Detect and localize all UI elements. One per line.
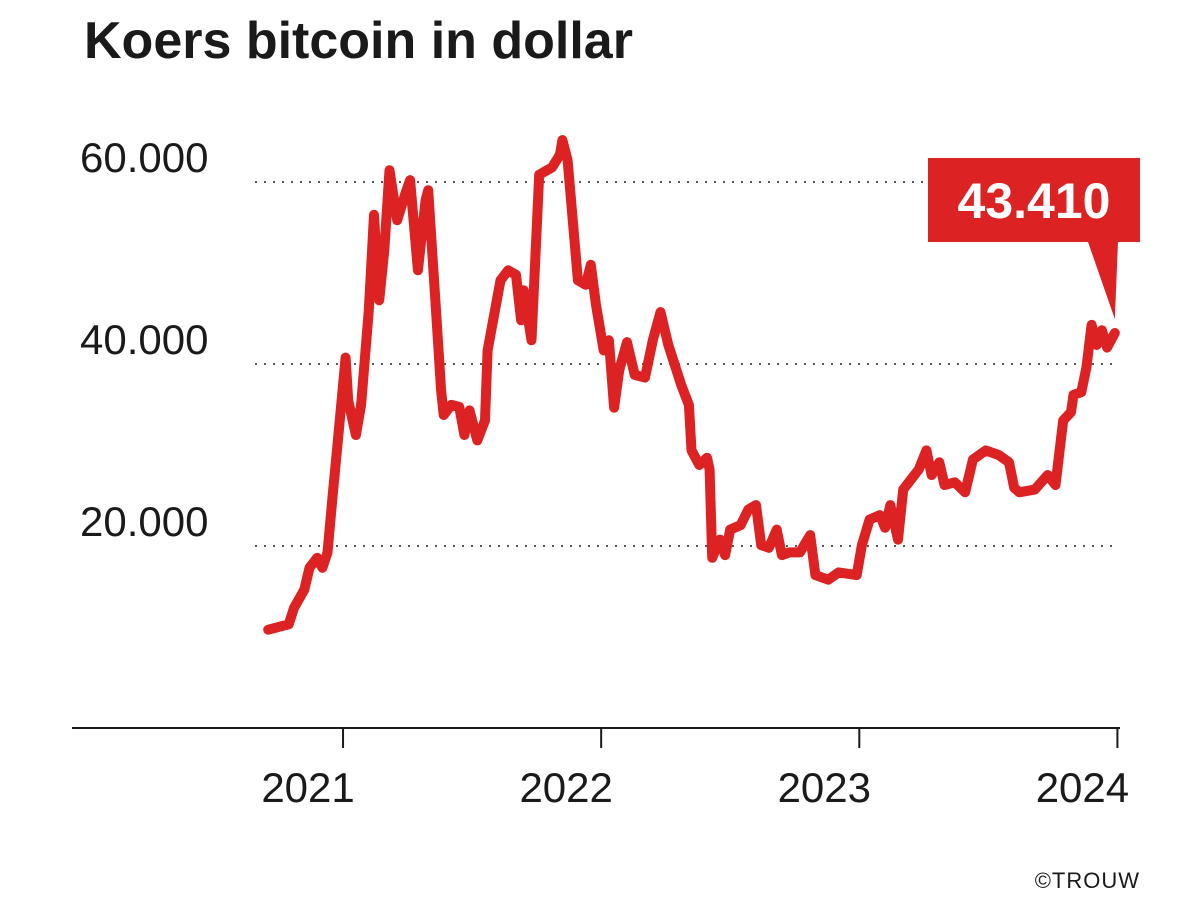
x-tick-label: 2022 [519,764,612,811]
callout-box [928,158,1140,319]
price-line [263,135,1120,635]
callout-label: 43.410 [958,173,1111,229]
credit: ©TROUW [1035,868,1140,893]
chart-title: Koers bitcoin in dollar [84,12,633,70]
x-tick-label: 2021 [261,764,354,811]
x-tick-label: 2023 [778,764,871,811]
x-tick-label: 2024 [1036,764,1129,811]
y-tick-label: 60.000 [80,134,208,181]
y-tick-label: 20.000 [80,498,208,545]
y-tick-label: 40.000 [80,316,208,363]
